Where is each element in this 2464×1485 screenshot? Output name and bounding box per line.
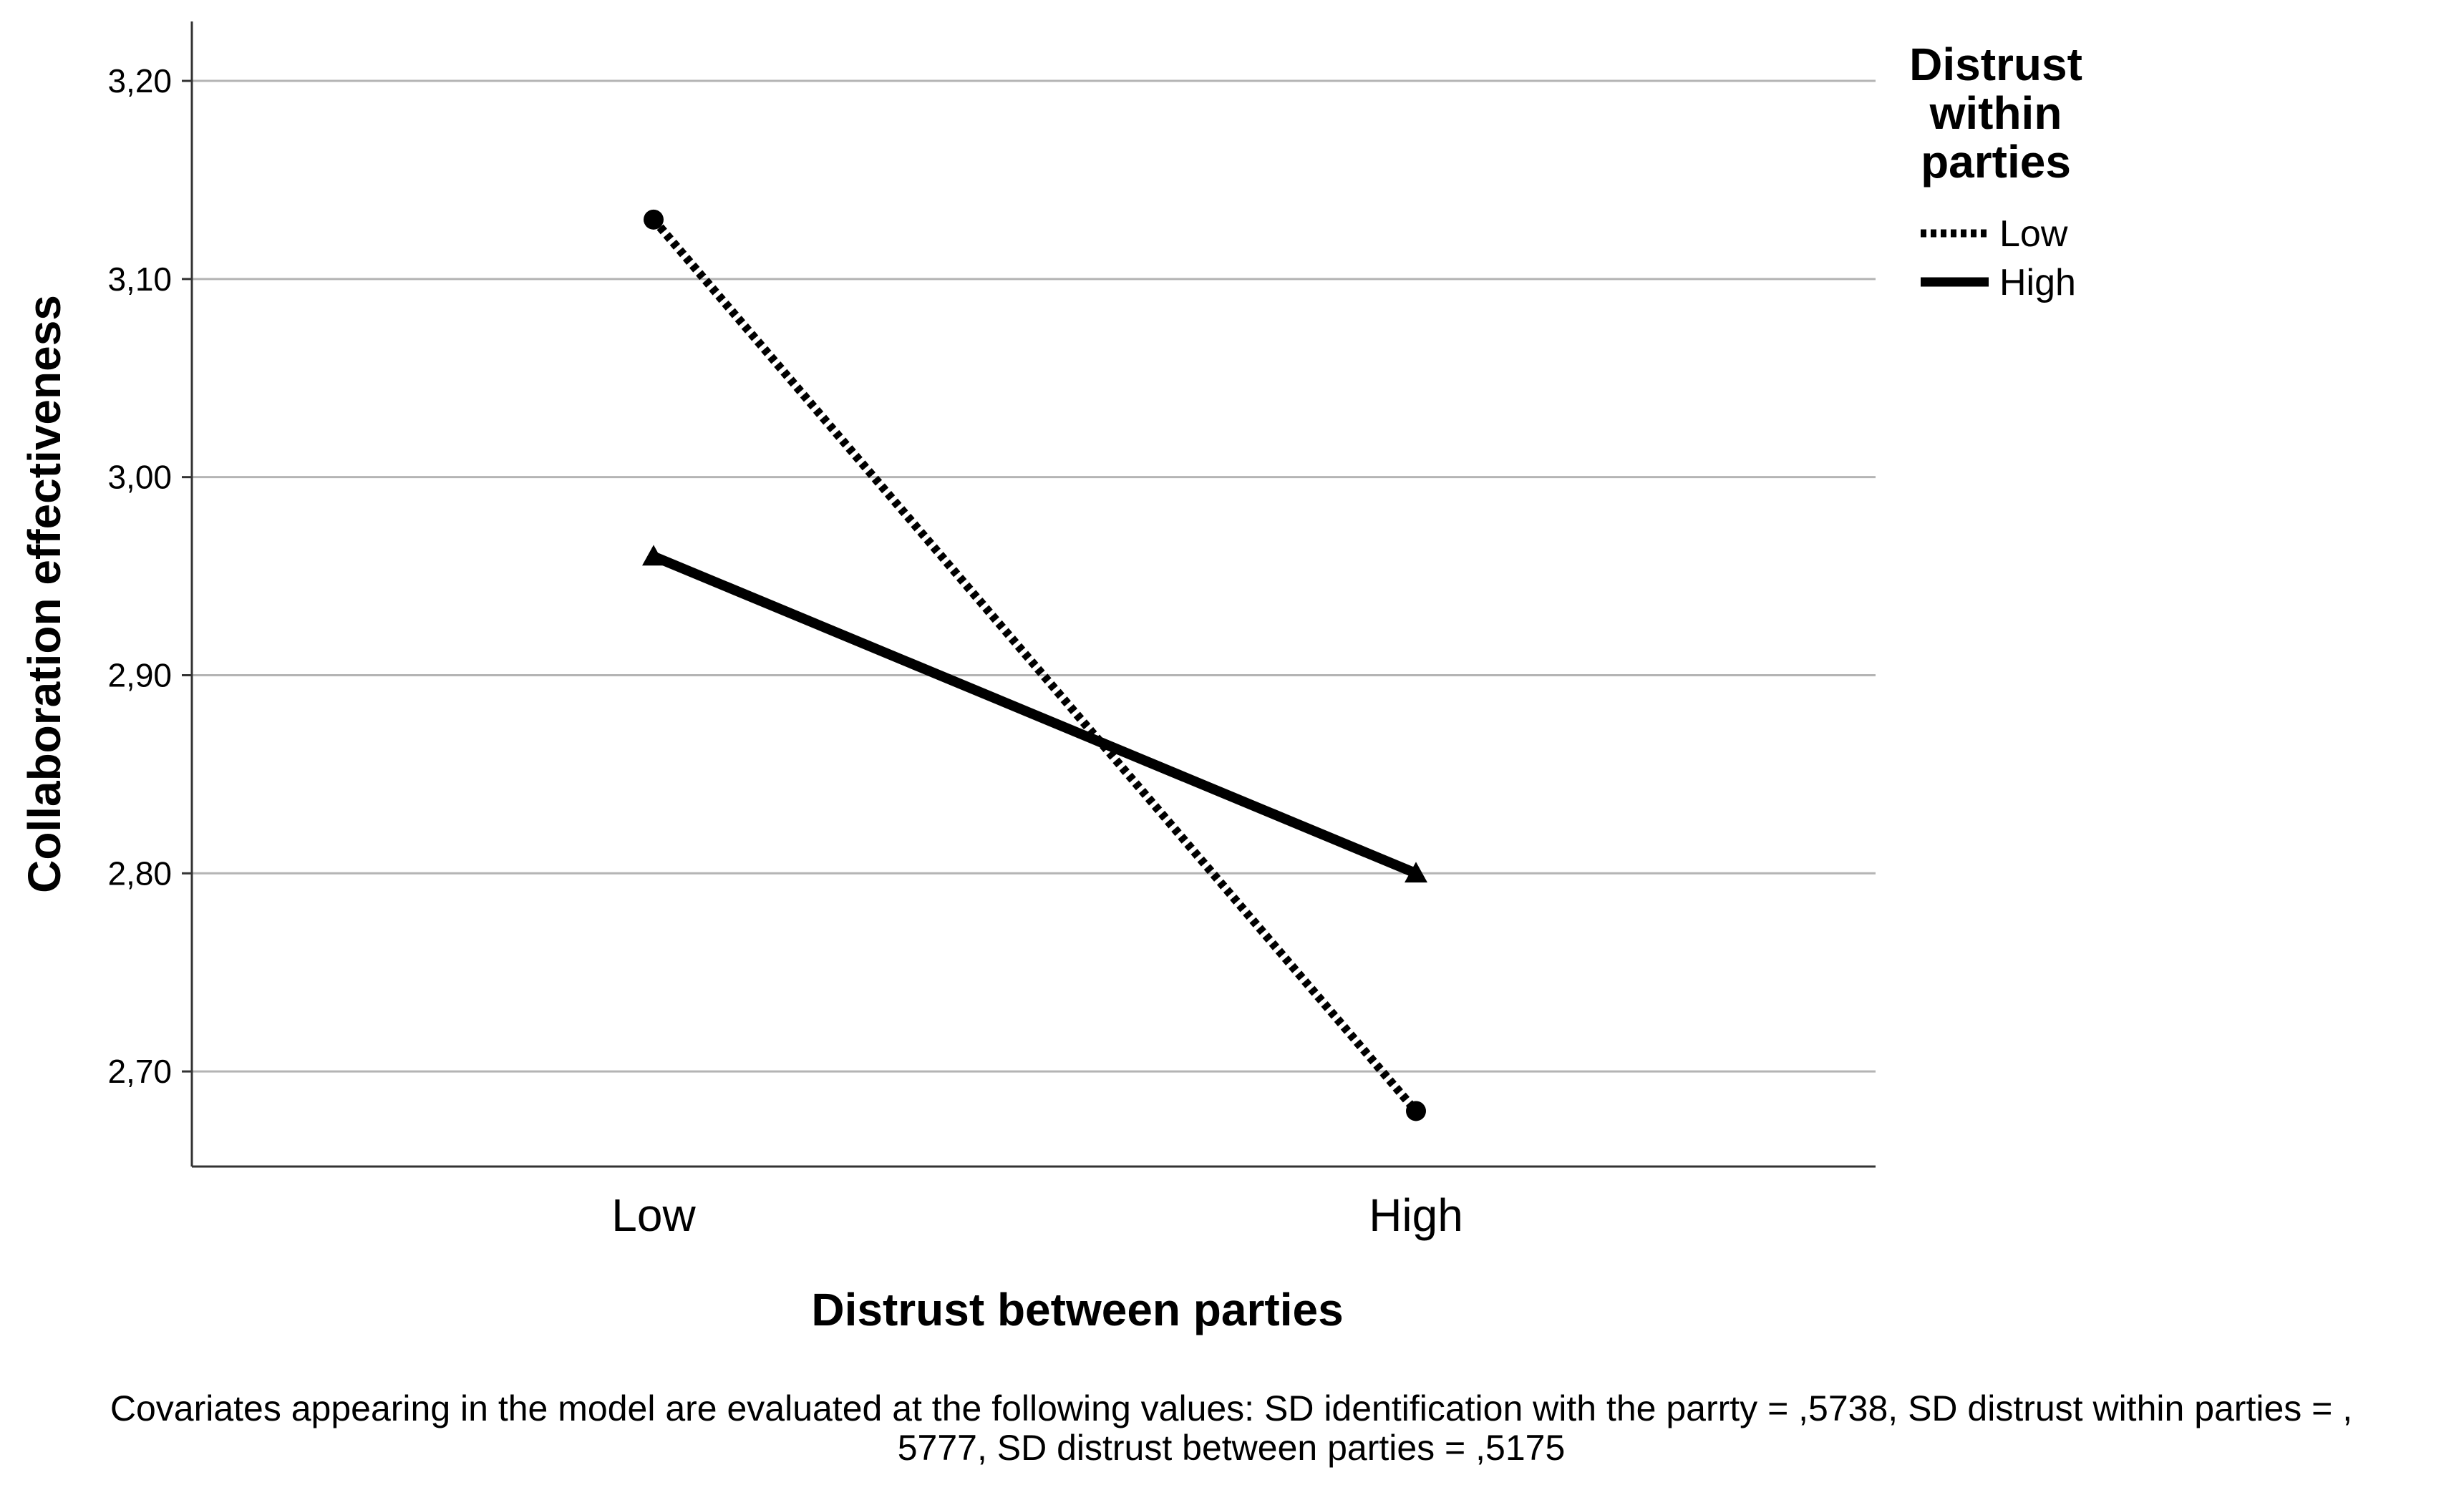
y-tick-label-1: 2,80 <box>107 855 172 892</box>
legend-title-line-1: Distrust <box>1909 39 2082 90</box>
series-line-high <box>651 551 1418 878</box>
legend-title-line-2: within <box>1929 87 2062 139</box>
x-axis-title: Distrust between parties <box>811 1284 1343 1335</box>
legend-title-line-3: parties <box>1921 136 2071 188</box>
y-tick-label-5: 3,20 <box>107 62 172 99</box>
x-category-label-high: High <box>1369 1189 1463 1241</box>
y-tick-labels: 2,70 2,80 2,90 3,00 3,10 3,20 <box>107 62 172 1090</box>
y-tick-label-3: 3,00 <box>107 459 172 496</box>
footnote-line-2: 5777, SD distrust between parties = ,517… <box>898 1428 1566 1468</box>
axes <box>190 21 1876 1168</box>
x-category-labels: Low High <box>611 1189 1463 1241</box>
gridlines <box>182 79 1876 1073</box>
y-tick-label-2: 2,90 <box>107 656 172 693</box>
series-markers <box>642 209 1427 1121</box>
legend-label-low: Low <box>1999 213 2068 255</box>
x-category-label-low: Low <box>611 1189 696 1241</box>
y-tick-label-4: 3,10 <box>107 261 172 298</box>
marker-low-low <box>644 209 664 230</box>
series-lines <box>650 216 1420 1114</box>
series-line-low <box>650 216 1420 1114</box>
marker-high-high <box>1405 862 1427 883</box>
y-axis-title: Collaboration effectiveness <box>19 295 70 893</box>
legend-label-high: High <box>1999 262 2076 303</box>
marker-high-low <box>642 545 665 566</box>
y-tick-label-0: 2,70 <box>107 1053 172 1090</box>
footnote: Covariates appearing in the model are ev… <box>110 1388 2352 1468</box>
legend: Distrust within parties Low High <box>1909 39 2082 303</box>
footnote-line-1: Covariates appearing in the model are ev… <box>110 1388 2352 1428</box>
marker-low-high <box>1406 1101 1426 1121</box>
